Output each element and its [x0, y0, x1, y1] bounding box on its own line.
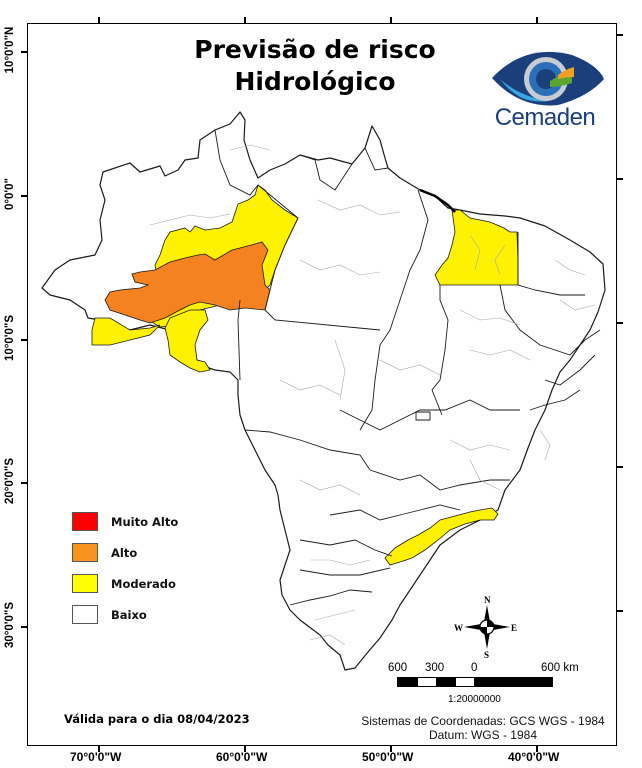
- region-borders: [149, 144, 596, 646]
- tick-10n-left: [21, 51, 27, 53]
- legend-label-muito-alto: Muito Alto: [111, 514, 179, 529]
- tick-top-2: [244, 17, 246, 23]
- tick-top-1: [98, 17, 100, 23]
- tick-20s-left: [21, 482, 27, 484]
- tick-right-2: [617, 178, 623, 180]
- map-title-line2: Hidrológico: [234, 67, 396, 96]
- state-borders: [214, 125, 601, 606]
- scale-bar: [397, 677, 553, 687]
- compass-w: W: [454, 623, 463, 633]
- map-title-line1: Previsão de risco: [194, 35, 436, 64]
- compass-s: S: [484, 650, 489, 660]
- tick-0-left: [21, 195, 27, 197]
- scale-ratio: 1:20000000: [448, 694, 501, 705]
- tick-right-3: [617, 322, 623, 324]
- tick-40w: [536, 746, 538, 752]
- coordinate-system-info: Sistemas de Coordenadas: GCS WGS - 1984 …: [350, 714, 616, 742]
- legend-label-moderado: Moderado: [111, 576, 176, 591]
- scale-label-300: 300: [425, 662, 445, 674]
- lat-label-10s: 10°0'0"S: [4, 314, 16, 362]
- legend-swatch-alto: [72, 543, 98, 562]
- scale-label-600-km: 600 km: [541, 662, 579, 674]
- scale-label-0: 0: [471, 662, 478, 674]
- tick-top-3: [390, 17, 392, 23]
- north-arrow-compass-icon: N S W E: [454, 595, 517, 660]
- cemaden-logo-icon: [492, 51, 604, 106]
- legend-label-baixo: Baixo: [111, 607, 147, 622]
- legend-item-alto: Alto: [72, 537, 178, 568]
- risk-alto-regions: [104, 241, 271, 324]
- valid-date-text: Válida para o dia 08/04/2023: [64, 712, 250, 726]
- coordinate-system-text: Sistemas de Coordenadas: GCS WGS - 1984: [361, 714, 605, 728]
- se-coast-moderado: [384, 507, 499, 566]
- lat-label-10n: 10°0'0"N: [4, 26, 16, 74]
- tick-60w: [244, 746, 246, 752]
- legend-item-moderado: Moderado: [72, 568, 178, 599]
- legend-swatch-baixo: [72, 605, 98, 624]
- tick-30s-left: [21, 626, 27, 628]
- lat-label-20s: 20°0'0"S: [4, 457, 16, 505]
- legend: Muito Alto Alto Moderado Baixo: [72, 506, 178, 630]
- legend-label-alto: Alto: [111, 545, 138, 560]
- lon-label-50w: 50°0'0"W: [362, 750, 414, 764]
- tick-top-4: [536, 17, 538, 23]
- lon-label-40w: 40°0'0"W: [508, 750, 560, 764]
- coast-amapa: [419, 188, 456, 213]
- lat-label-30s: 30°0'0"S: [4, 601, 16, 649]
- datum-text: Datum: WGS - 1984: [428, 728, 538, 742]
- compass-e: E: [511, 623, 517, 633]
- tick-70w: [98, 746, 100, 752]
- cemaden-logo-text: Cemaden: [494, 104, 596, 131]
- scale-label-600-left: 600: [388, 662, 408, 674]
- tick-10s-left: [21, 339, 27, 341]
- lon-label-70w: 70°0'0"W: [70, 750, 122, 764]
- tick-50w: [390, 746, 392, 752]
- compass-n: N: [484, 595, 491, 605]
- map-title: Previsão de risco Hidrológico: [160, 34, 470, 98]
- tick-right-5: [617, 610, 623, 612]
- rondonia-moderado: [164, 309, 211, 373]
- lon-label-60w: 60°0'0"W: [216, 750, 268, 764]
- lat-label-0: 0°0'0": [4, 178, 16, 210]
- legend-swatch-moderado: [72, 574, 98, 593]
- tick-right-1: [617, 34, 623, 36]
- legend-item-muito-alto: Muito Alto: [72, 506, 178, 537]
- tick-right-4: [617, 466, 623, 468]
- amazonas-alto: [104, 241, 271, 324]
- acre-moderado: [91, 317, 161, 346]
- legend-item-baixo: Baixo: [72, 599, 178, 630]
- legend-swatch-muito-alto: [72, 512, 98, 531]
